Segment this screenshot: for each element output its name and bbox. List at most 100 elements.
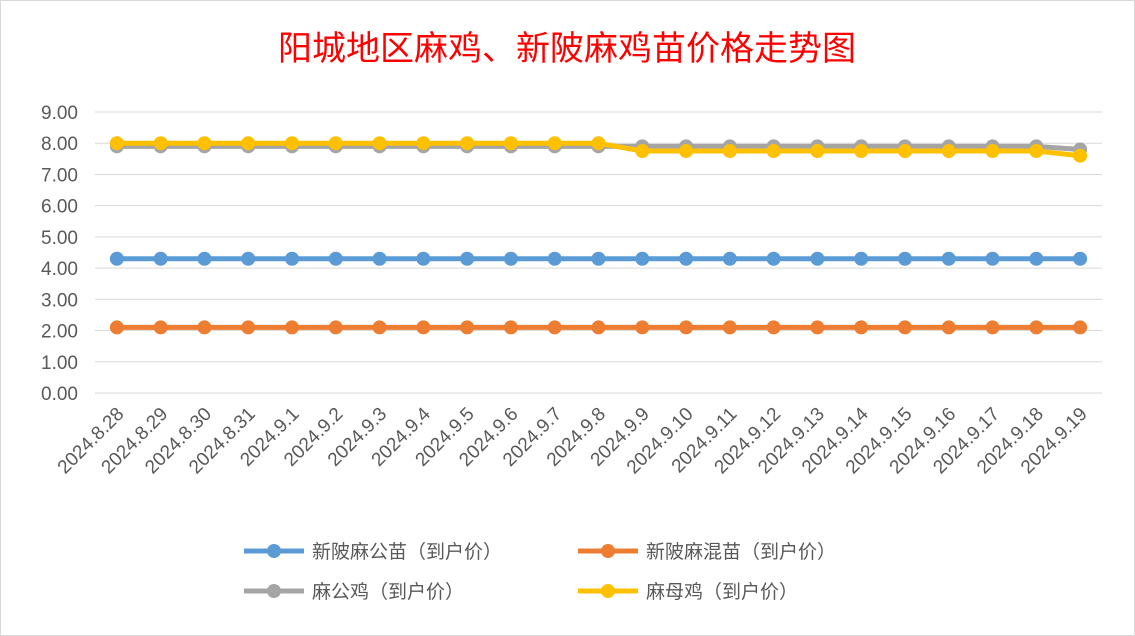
data-point — [285, 136, 300, 151]
data-point — [591, 320, 606, 335]
series-3 — [109, 136, 1088, 163]
data-point — [460, 251, 475, 266]
data-point — [635, 320, 650, 335]
data-point — [503, 136, 518, 151]
data-point — [985, 320, 1000, 335]
data-point — [241, 320, 256, 335]
data-point — [810, 144, 825, 159]
data-point — [109, 320, 124, 335]
y-tick-label: 6.00 — [41, 197, 78, 218]
data-point — [1029, 144, 1044, 159]
data-point — [109, 251, 124, 266]
data-point — [679, 320, 694, 335]
data-point — [1073, 148, 1088, 163]
data-point — [1073, 251, 1088, 266]
data-point — [416, 251, 431, 266]
data-point — [241, 136, 256, 151]
data-point — [591, 136, 606, 151]
data-point — [328, 136, 343, 151]
data-point — [679, 144, 694, 159]
legend: 新陂麻公苗（到户价） 新陂麻混苗（到户价） 麻公鸡（到户价） 麻母鸡（到户价） — [244, 541, 836, 603]
data-point — [810, 251, 825, 266]
data-point — [416, 136, 431, 151]
y-tick-label: 9.00 — [41, 103, 78, 124]
data-point — [153, 251, 168, 266]
data-point — [547, 320, 562, 335]
data-point — [985, 144, 1000, 159]
data-point — [722, 320, 737, 335]
legend-label: 麻母鸡（到户价） — [646, 581, 798, 603]
data-point — [897, 251, 912, 266]
data-point — [460, 136, 475, 151]
y-tick-label: 8.00 — [41, 134, 78, 155]
data-point — [197, 136, 212, 151]
y-tick-label: 3.00 — [41, 290, 78, 311]
data-point — [416, 320, 431, 335]
data-point — [722, 144, 737, 159]
data-point — [635, 144, 650, 159]
y-tick-label: 4.00 — [41, 259, 78, 280]
legend-item: 麻母鸡（到户价） — [578, 581, 798, 603]
data-point — [328, 251, 343, 266]
x-axis-ticks: 2024.8.282024.8.292024.8.302024.8.312024… — [54, 403, 1092, 478]
legend-label: 新陂麻公苗（到户价） — [312, 541, 502, 563]
data-point — [941, 320, 956, 335]
data-point — [854, 251, 869, 266]
data-point — [1029, 251, 1044, 266]
data-point — [547, 251, 562, 266]
data-point — [153, 320, 168, 335]
legend-marker — [267, 544, 281, 558]
data-point — [897, 144, 912, 159]
y-axis-ticks: 0.00 1.00 2.00 3.00 4.00 5.00 6.00 7.00 8.00 9.00 — [41, 103, 78, 405]
data-point — [503, 320, 518, 335]
data-point — [854, 144, 869, 159]
data-point — [810, 320, 825, 335]
legend-item: 新陂麻混苗（到户价） — [578, 541, 836, 563]
data-point — [503, 251, 518, 266]
data-point — [941, 251, 956, 266]
data-point — [109, 136, 124, 151]
chart-title: 阳城地区麻鸡、新陂麻鸡苗价格走势图 — [278, 29, 856, 69]
data-point — [985, 251, 1000, 266]
data-point — [372, 136, 387, 151]
legend-marker — [267, 584, 281, 598]
data-point — [1029, 320, 1044, 335]
y-tick-label: 5.00 — [41, 228, 78, 249]
data-point — [766, 251, 781, 266]
y-tick-label: 0.00 — [41, 384, 78, 405]
legend-marker — [601, 544, 615, 558]
data-point — [1073, 320, 1088, 335]
series-0 — [109, 251, 1088, 266]
legend-item: 新陂麻公苗（到户价） — [244, 541, 502, 563]
legend-label: 新陂麻混苗（到户价） — [646, 541, 836, 563]
series-layer — [109, 136, 1088, 335]
data-point — [722, 251, 737, 266]
data-point — [547, 136, 562, 151]
data-point — [372, 320, 387, 335]
data-point — [197, 251, 212, 266]
data-point — [197, 320, 212, 335]
data-point — [635, 251, 650, 266]
legend-label: 麻公鸡（到户价） — [312, 581, 464, 603]
y-tick-label: 2.00 — [41, 322, 78, 343]
data-point — [285, 320, 300, 335]
data-point — [766, 320, 781, 335]
data-point — [679, 251, 694, 266]
data-point — [854, 320, 869, 335]
y-tick-label: 7.00 — [41, 165, 78, 186]
data-point — [241, 251, 256, 266]
data-point — [153, 136, 168, 151]
data-point — [372, 251, 387, 266]
data-point — [591, 251, 606, 266]
data-point — [285, 251, 300, 266]
legend-marker — [601, 584, 615, 598]
data-point — [460, 320, 475, 335]
y-tick-label: 1.00 — [41, 353, 78, 374]
series-1 — [109, 320, 1088, 335]
data-point — [897, 320, 912, 335]
legend-item: 麻公鸡（到户价） — [244, 581, 464, 603]
data-point — [941, 144, 956, 159]
data-point — [766, 144, 781, 159]
